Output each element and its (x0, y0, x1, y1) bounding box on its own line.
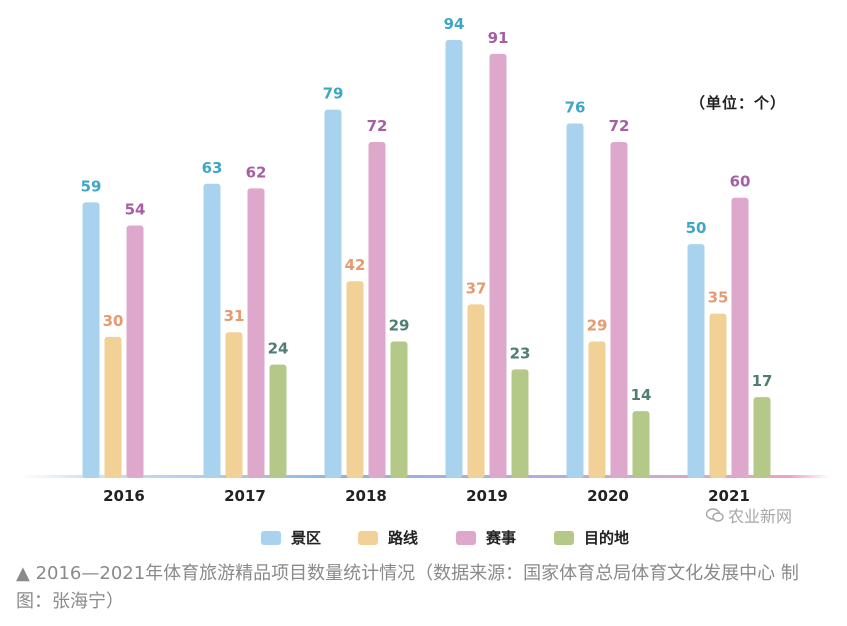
bar-2016-1 (104, 336, 122, 478)
data-label: 29 (389, 316, 410, 334)
bar-2021-2 (731, 197, 749, 478)
bar-2019-2 (489, 53, 507, 479)
x-tick-label: 2020 (587, 487, 629, 505)
data-label: 35 (708, 289, 729, 307)
data-label: 79 (323, 85, 344, 103)
legend-label: 景区 (291, 529, 322, 547)
bar-2019-1 (467, 304, 485, 478)
bar-2020-3 (632, 411, 650, 478)
bar-2017-1 (225, 332, 243, 478)
watermark-text: 农业新网 (728, 507, 793, 526)
bar-2016-0 (82, 202, 100, 478)
data-label: 72 (367, 117, 388, 135)
caption: ▲ 2016—2021年体育旅游精品项目数量统计情况（数据来源：国家体育总局体育… (16, 563, 799, 612)
legend-label: 路线 (388, 529, 419, 547)
data-label: 59 (81, 177, 102, 195)
data-label: 17 (752, 372, 773, 390)
bar-2016-2 (126, 225, 144, 478)
bar-2017-3 (269, 364, 287, 478)
legend-swatch (456, 530, 476, 545)
bar-2021-0 (687, 244, 705, 478)
data-label: 94 (444, 15, 465, 33)
legend-label: 赛事 (486, 529, 517, 547)
bar-2018-1 (346, 281, 364, 478)
legend-item-saishi: 赛事 (456, 527, 516, 548)
bar-2021-3 (753, 397, 771, 478)
bar-2018-2 (368, 142, 386, 479)
x-axis-line (20, 475, 830, 478)
data-label: 91 (488, 29, 509, 47)
bar-2019-3 (511, 369, 529, 478)
data-label: 42 (345, 256, 366, 274)
x-tick-label: 2017 (224, 487, 266, 505)
legend-swatch (358, 530, 378, 545)
bar-2018-0 (324, 109, 342, 479)
legend-item-mudidi: 目的地 (554, 527, 629, 548)
data-label: 50 (686, 219, 707, 237)
bar-2017-2 (247, 188, 265, 478)
x-tick-label: 2016 (103, 487, 145, 505)
bar-2019-0 (445, 40, 463, 478)
legend: 景区 路线 赛事 目的地 (0, 527, 847, 551)
data-label: 23 (510, 344, 531, 362)
data-label: 72 (609, 117, 630, 135)
data-label: 30 (103, 312, 124, 330)
legend-item-luxian: 路线 (358, 527, 418, 548)
unit-label: （单位：个） (690, 94, 787, 112)
bar-chart: 59 30 54 63 31 62 24 79 42 72 29 94 37 91 23 76 29 72 14 50… (20, 15, 830, 505)
bar-2020-2 (610, 142, 628, 479)
x-tick-label: 2019 (466, 487, 508, 505)
data-label: 60 (730, 173, 751, 191)
chat-icon (706, 508, 724, 522)
watermark: 农业新网 (706, 503, 792, 527)
legend-item-jingqu: 景区 (261, 527, 321, 548)
data-label: 24 (268, 340, 289, 358)
bar-2020-0 (566, 123, 584, 478)
data-label: 29 (587, 316, 608, 334)
data-label: 62 (246, 163, 267, 181)
bar-2020-1 (588, 341, 606, 478)
legend-swatch (261, 530, 281, 545)
legend-label: 目的地 (584, 529, 630, 547)
data-label: 37 (466, 279, 487, 297)
data-label: 54 (125, 201, 146, 219)
legend-swatch (554, 530, 574, 545)
bar-2017-0 (203, 183, 221, 478)
bar-2021-1 (709, 313, 727, 478)
data-label: 14 (631, 386, 652, 404)
data-label: 63 (202, 159, 223, 177)
x-tick-label: 2021 (708, 487, 750, 505)
data-label: 76 (565, 98, 586, 116)
data-label: 31 (224, 307, 245, 325)
bar-2018-3 (390, 341, 408, 478)
x-tick-label: 2018 (345, 487, 387, 505)
